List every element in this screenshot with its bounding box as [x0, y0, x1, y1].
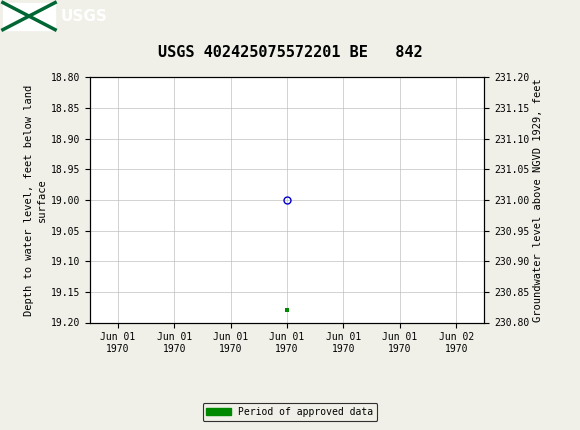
Y-axis label: Depth to water level, feet below land
surface: Depth to water level, feet below land su… [24, 84, 46, 316]
Y-axis label: Groundwater level above NGVD 1929, feet: Groundwater level above NGVD 1929, feet [534, 78, 543, 322]
Text: USGS 402425075572201 BE   842: USGS 402425075572201 BE 842 [158, 45, 422, 60]
Bar [3, 3, 55, 30]
Legend: Period of approved data: Period of approved data [202, 403, 378, 421]
Text: USGS: USGS [61, 9, 108, 24]
